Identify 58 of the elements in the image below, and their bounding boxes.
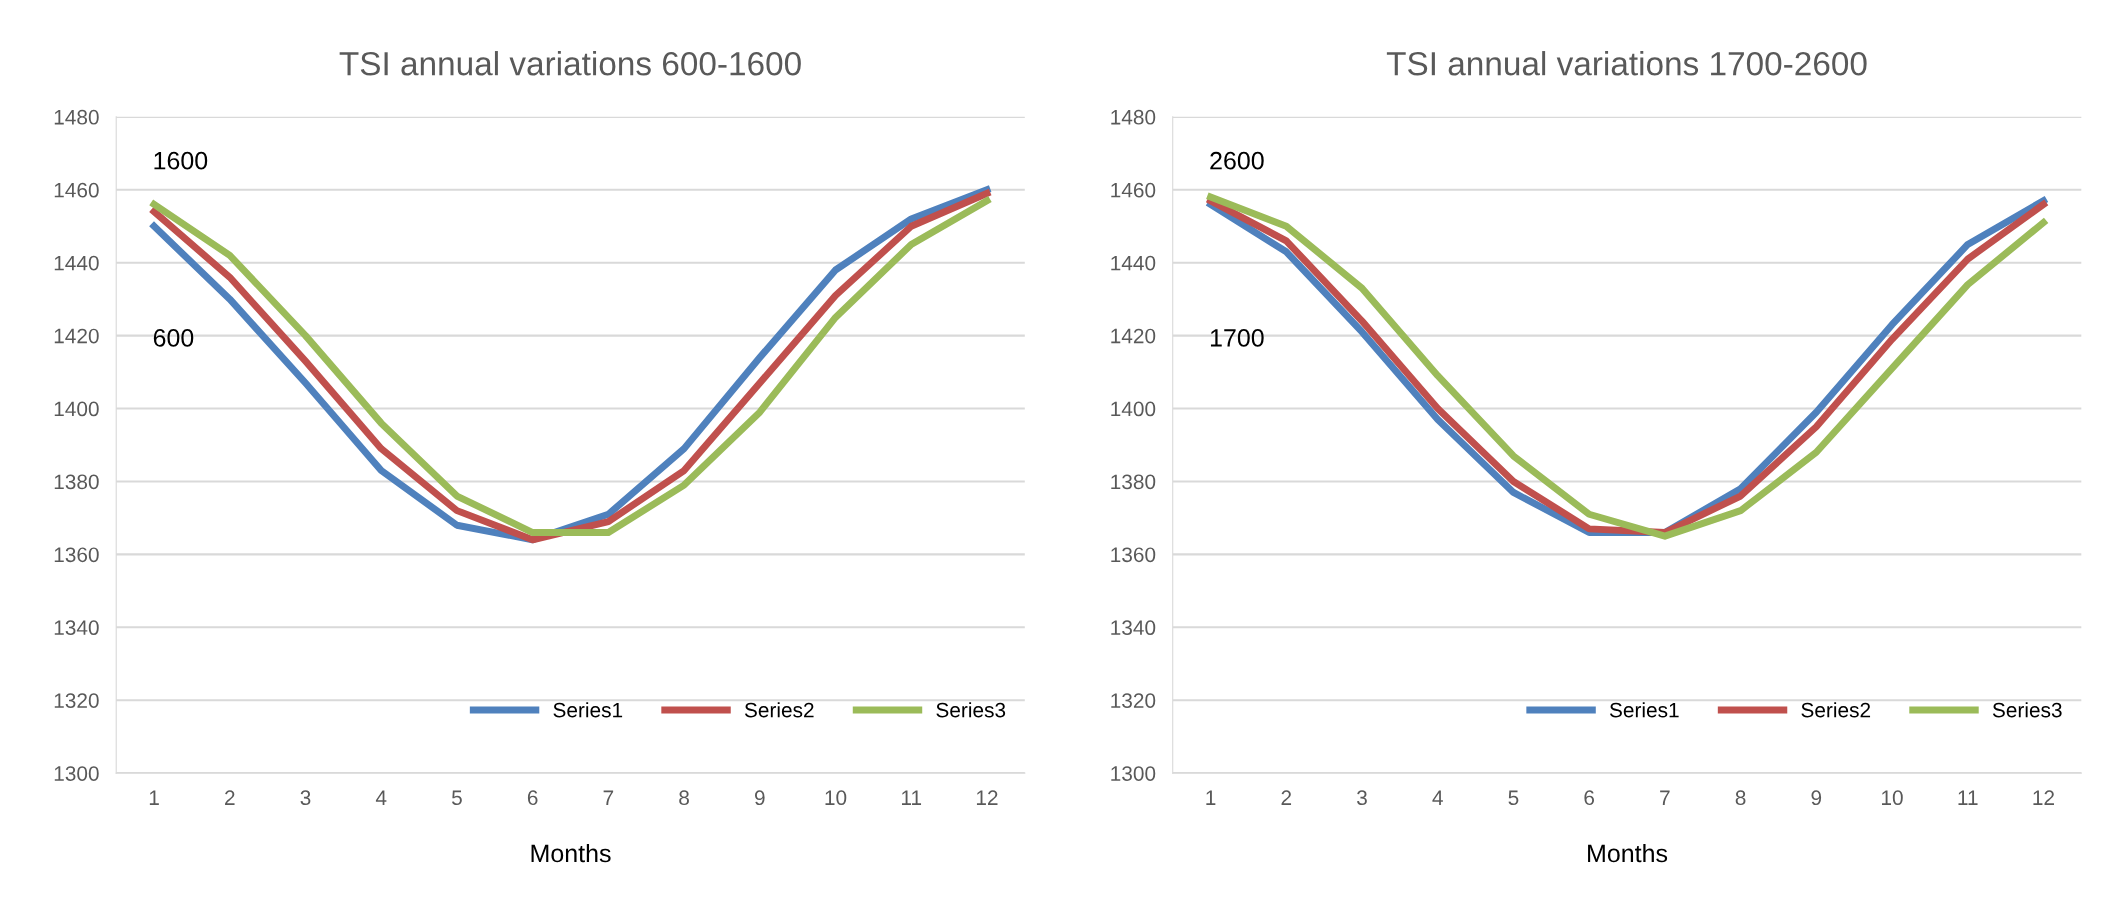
x-axis-title: Months [531, 843, 611, 863]
x-tick-label: 7 [1660, 790, 1670, 805]
legend-label: Series1 [553, 702, 623, 718]
annotation: 1700 [1210, 329, 1264, 347]
x-tick-label: 8 [679, 790, 689, 806]
chart-title: TSI annual variations 1700-2600 [1386, 51, 1867, 76]
x-tick-label: 6 [1584, 790, 1595, 806]
x-tick-label: 9 [754, 790, 765, 806]
annotation: 600 [153, 329, 194, 347]
x-tick-label: 1 [1206, 790, 1216, 805]
y-tick-label: 1400 [1111, 401, 1156, 417]
y-tick-label: 1480 [54, 109, 99, 125]
y-tick-label: 1380 [1111, 474, 1156, 490]
x-tick-label: 1 [149, 790, 159, 805]
x-tick-label: 6 [527, 790, 538, 806]
y-tick-label: 1320 [54, 693, 99, 708]
x-tick-label: 3 [300, 790, 311, 806]
legend-label: Series2 [1801, 702, 1871, 718]
x-tick-label: 2 [1281, 790, 1292, 805]
y-tick-label: 1380 [54, 474, 99, 490]
y-tick-label: 1420 [54, 328, 99, 344]
x-tick-label: 4 [375, 790, 387, 805]
x-tick-label: 10 [825, 790, 847, 806]
x-tick-label: 3 [1357, 790, 1367, 806]
annotation: 1600 [154, 151, 208, 170]
y-tick-label: 1460 [1111, 182, 1156, 198]
x-tick-label: 7 [603, 790, 614, 805]
annotation: 2600 [1210, 151, 1264, 170]
chart-title: TSI annual variations 600-1600 [339, 51, 801, 76]
legend-label: Series1 [1609, 702, 1679, 718]
y-tick-label: 1340 [54, 620, 99, 636]
y-tick-label: 1300 [54, 766, 99, 781]
y-tick-label: 1460 [54, 182, 99, 198]
y-tick-label: 1440 [1111, 255, 1156, 271]
y-tick-label: 1420 [1111, 328, 1156, 344]
y-tick-label: 1340 [1111, 620, 1156, 636]
y-tick-label: 1300 [1111, 766, 1156, 781]
x-tick-label: 8 [1735, 790, 1746, 806]
y-tick-label: 1480 [1111, 109, 1156, 125]
y-tick-label: 1360 [54, 547, 99, 563]
x-tick-label: 5 [451, 790, 462, 806]
x-axis-title: Months [1588, 843, 1668, 863]
legend-label: Series2 [744, 702, 814, 718]
legend-label: Series3 [936, 702, 1006, 718]
x-tick-label: 4 [1432, 790, 1443, 805]
y-tick-label: 1320 [1111, 693, 1156, 708]
x-tick-label: 2 [225, 790, 235, 805]
x-tick-label: 9 [1811, 790, 1822, 806]
x-tick-label: 11 [902, 790, 922, 805]
x-tick-label: 12 [2033, 790, 2054, 805]
y-tick-label: 1400 [54, 401, 99, 417]
x-tick-label: 5 [1508, 790, 1519, 806]
x-tick-label: 10 [1882, 790, 1903, 806]
legend-label: Series3 [1992, 702, 2062, 718]
y-tick-label: 1360 [1111, 547, 1156, 563]
x-tick-label: 12 [976, 790, 998, 805]
x-tick-label: 11 [1958, 790, 1978, 805]
y-tick-label: 1440 [54, 255, 99, 271]
